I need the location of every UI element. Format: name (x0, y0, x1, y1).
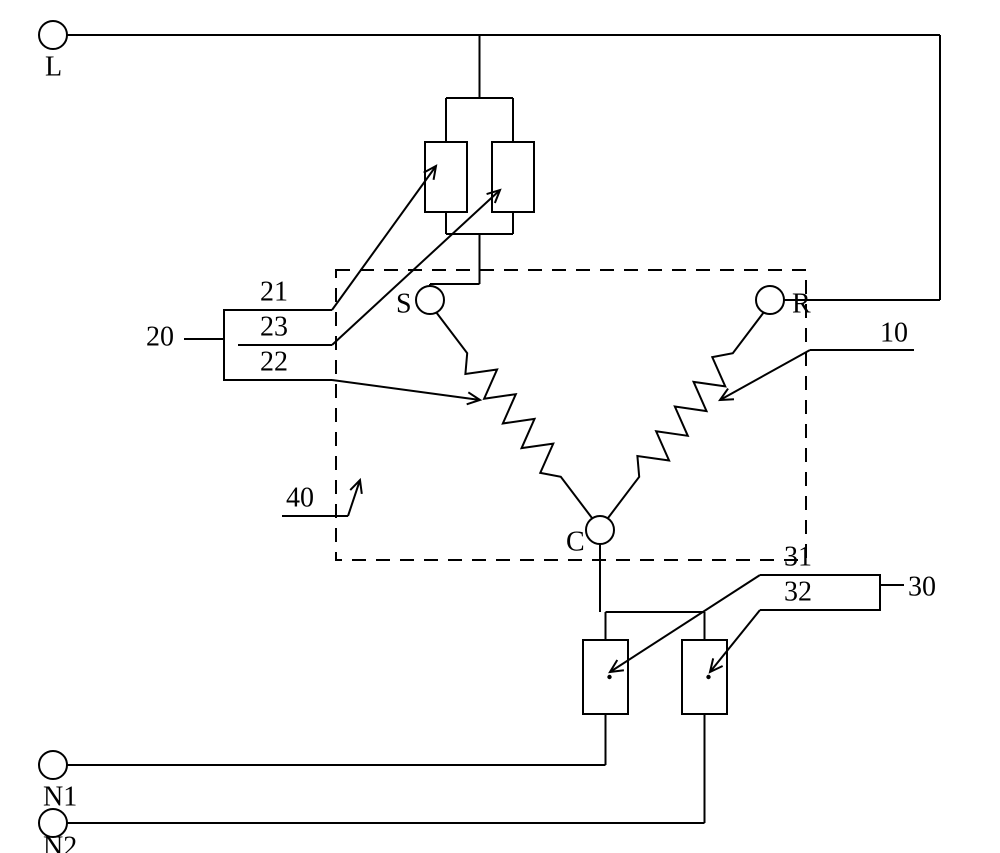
label-R: R (792, 288, 811, 319)
label-S: S (396, 288, 412, 319)
node-S (416, 286, 444, 314)
ref-22: 22 (260, 346, 288, 377)
label-C: C (566, 526, 585, 557)
ref-30: 30 (908, 571, 936, 602)
terminal-L (39, 21, 67, 49)
ref-10: 10 (880, 317, 908, 348)
ref-23: 23 (260, 311, 288, 342)
ref-20: 20 (146, 321, 174, 352)
component-21 (425, 142, 467, 212)
label-N1: N1 (43, 781, 77, 812)
ref-32: 32 (784, 576, 812, 607)
ref-40: 40 (286, 482, 314, 513)
ref-31: 31 (784, 541, 812, 572)
component-32 (682, 640, 727, 714)
ref-21: 21 (260, 276, 288, 307)
node-C (586, 516, 614, 544)
component-31 (583, 640, 628, 714)
label-N2: N2 (43, 831, 77, 853)
label-L: L (45, 51, 62, 82)
node-R (756, 286, 784, 314)
terminal-N1 (39, 751, 67, 779)
component-23 (492, 142, 534, 212)
